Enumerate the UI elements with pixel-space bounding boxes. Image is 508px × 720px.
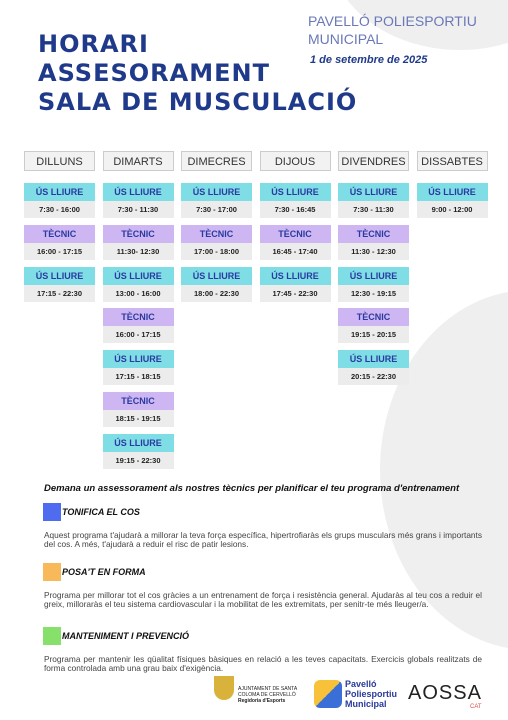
slot-time: 7:30 - 17:00 [181, 201, 252, 218]
slot-time: 16:45 - 17:40 [259, 242, 331, 260]
slot-time: 16:00 - 17:15 [24, 242, 95, 260]
slot-type: ÚS LLIURE [338, 350, 409, 369]
slot-type: ÚS LLIURE [181, 266, 252, 285]
slot-time: 19:15 - 22:30 [102, 451, 174, 469]
slot-type: ÚS LLIURE [102, 350, 174, 369]
program-title: TONIFICA EL COS [62, 507, 140, 517]
slot-time: 18:00 - 22:30 [181, 284, 252, 302]
slot-type: ÚS LLIURE [259, 266, 331, 285]
slot-time: 20:15 - 22:30 [338, 368, 409, 386]
intro: Demana un assessorament als nostres tècn… [44, 483, 460, 494]
title: HORARI ASSESORAMENT SALA DE MUSCULACIÓ [38, 30, 357, 117]
ajuntament-logo: AJUNTAMENT DE SANTA COLOMA DE CERVELLÓ Re… [238, 686, 310, 704]
program-color [43, 563, 61, 581]
slot-time: 18:15 - 19:15 [102, 410, 174, 427]
slot-time: 11:30 - 12:30 [338, 242, 409, 260]
slot-time: 11:30- 12:30 [102, 242, 174, 260]
slot-type: TÈCNIC [338, 308, 409, 327]
slot-type: ÚS LLIURE [338, 183, 409, 201]
day-header: DIMECRES [181, 151, 252, 171]
slot-time: 13:00 - 16:00 [102, 284, 174, 302]
slot-time: 7:30 - 11:30 [338, 201, 409, 218]
title-line: HORARI [38, 30, 149, 58]
day-header: DILLUNS [24, 151, 95, 171]
slot-time: 12:30 - 19:15 [338, 284, 409, 302]
venue-line: PAVELLÓ POLIESPORTIU [308, 13, 477, 29]
pavello-logo: Pavelló Poliesportiu Municipal [345, 679, 397, 709]
pavello-line: Municipal [345, 699, 387, 709]
slot-time: 17:15 - 18:15 [102, 368, 174, 386]
slot-time: 7:30 - 16:45 [259, 201, 331, 218]
day-header: DISSABTES [416, 151, 488, 171]
venue: PAVELLÓ POLIESPORTIU MUNICIPAL [308, 12, 477, 48]
day-header: DIVENDRES [338, 151, 409, 171]
day-header: DIMARTS [102, 151, 174, 171]
slot-time: 7:30 - 16:00 [24, 201, 95, 218]
slot-type: TÈCNIC [102, 308, 174, 327]
program-text: Aquest programa t'ajudarà a millorar la … [44, 530, 482, 549]
slot-type: TÈCNIC [181, 224, 252, 243]
slot-type: ÚS LLIURE [338, 266, 409, 285]
pavello-icon [314, 680, 342, 708]
logo-shield [214, 676, 234, 700]
program-text: Programa per mantenir les qüalitat físiq… [44, 654, 482, 673]
slot-type: ÚS LLIURE [259, 183, 331, 201]
slot-type: ÚS LLIURE [416, 183, 488, 201]
slot-type: ÚS LLIURE [24, 266, 95, 285]
slot-type: TÈCNIC [102, 224, 174, 243]
aossa-cat: CAT [470, 704, 482, 710]
slot-type: ÚS LLIURE [181, 183, 252, 201]
slot-type: TÈCNIC [102, 392, 174, 410]
program-text: Programa per millorar tot el cos gràcies… [44, 590, 482, 609]
slot-type: TÈCNIC [24, 224, 95, 243]
pavello-line: Poliesportiu [345, 689, 398, 699]
slot-type: ÚS LLIURE [102, 183, 174, 201]
program-title: MANTENIMENT I PREVENCIÓ [62, 631, 190, 641]
slot-time: 17:00 - 18:00 [181, 242, 252, 260]
day-header: DIJOUS [259, 151, 331, 171]
program-color [43, 627, 61, 645]
slot-time: 19:15 - 20:15 [338, 326, 409, 344]
slot-time: 17:15 - 22:30 [24, 284, 95, 302]
slot-time: 17:45 - 22:30 [259, 284, 331, 302]
program-color [43, 503, 61, 521]
slot-type: ÚS LLIURE [102, 266, 174, 285]
title-line: ASSESORAMENT [38, 59, 270, 87]
title-line: SALA DE MUSCULACIÓ [38, 88, 358, 116]
venue-line: MUNICIPAL [308, 31, 384, 47]
slot-time: 16:00 - 17:15 [102, 326, 174, 344]
date: 1 de setembre de 2025 [310, 54, 428, 66]
aossa-logo: AOSSA [408, 682, 482, 704]
slot-type: TÈCNIC [259, 224, 331, 243]
slot-time: 9:00 - 12:00 [416, 201, 488, 218]
slot-type: ÚS LLIURE [24, 183, 95, 201]
pavello-line: Pavelló [345, 679, 377, 689]
ajuntament: AJUNTAMENT DE SANTA COLOMA DE CERVELLÓ [238, 686, 297, 698]
program-title: POSA'T EN FORMA [62, 567, 146, 577]
slot-type: ÚS LLIURE [102, 433, 174, 452]
slot-time: 7:30 - 11:30 [102, 201, 174, 218]
slot-type: TÈCNIC [338, 224, 409, 243]
regidoria: Regidoria d'Esports [238, 698, 286, 704]
